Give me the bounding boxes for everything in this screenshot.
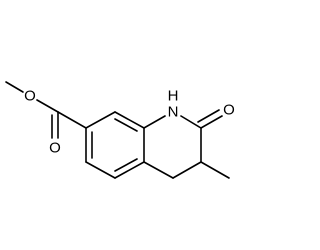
atom-label: O <box>49 140 61 157</box>
bond <box>200 115 223 129</box>
bond <box>114 161 145 179</box>
bond <box>85 111 116 129</box>
bond <box>200 161 230 179</box>
bond <box>143 161 174 179</box>
atom-label: N <box>168 104 179 121</box>
structure-diagram: O O H N O <box>5 81 235 179</box>
bond <box>5 81 24 93</box>
bond <box>114 111 145 129</box>
bond <box>197 109 220 123</box>
atom-label: H <box>168 88 179 105</box>
bonds <box>5 81 230 179</box>
bond <box>57 111 87 129</box>
bond-inner <box>114 118 138 132</box>
bond <box>172 161 202 179</box>
atom-label: O <box>24 88 36 105</box>
bond <box>36 99 59 113</box>
bond-inner <box>114 158 138 172</box>
bond <box>143 115 166 129</box>
bond <box>180 115 202 129</box>
atom-label: O <box>223 102 235 119</box>
bond <box>85 161 116 179</box>
